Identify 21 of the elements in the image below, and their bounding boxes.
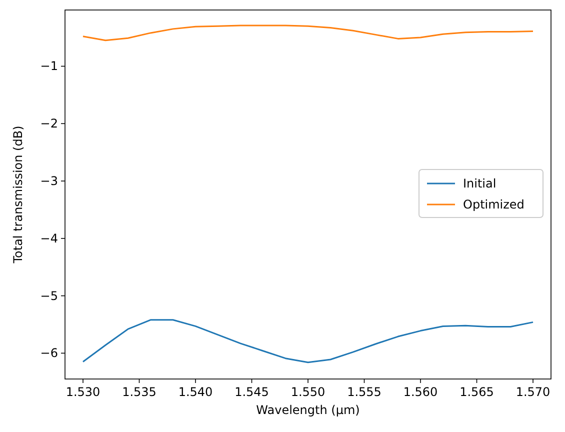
x-axis-title: Wavelength (µm) [256,403,360,417]
x-tick-label: 1.550 [290,385,326,399]
x-tick-label: 1.555 [347,385,382,399]
y-tick-label: −3 [40,174,58,188]
line-series [82,319,534,364]
legend-label: Optimized [463,198,524,212]
x-tick-label: 1.530 [66,385,100,399]
y-tick-label: −4 [40,231,58,246]
x-tick-label: 1.535 [122,385,156,399]
legend-label: Initial [463,176,496,190]
x-tick-label: 1.560 [403,385,438,399]
y-tick-label: −6 [40,346,58,360]
x-tick-label: 1.545 [234,385,269,399]
y-tick-label: −5 [40,288,58,303]
x-tick-label: 1.540 [178,385,213,399]
y-tick-label: −2 [40,116,58,131]
y-axis-title: Total transmission (dB) [11,126,25,264]
y-tick-label: −1 [40,59,58,74]
x-tick-label: 1.570 [516,385,550,399]
line-series [82,24,534,42]
x-tick-label: 1.565 [460,385,494,399]
